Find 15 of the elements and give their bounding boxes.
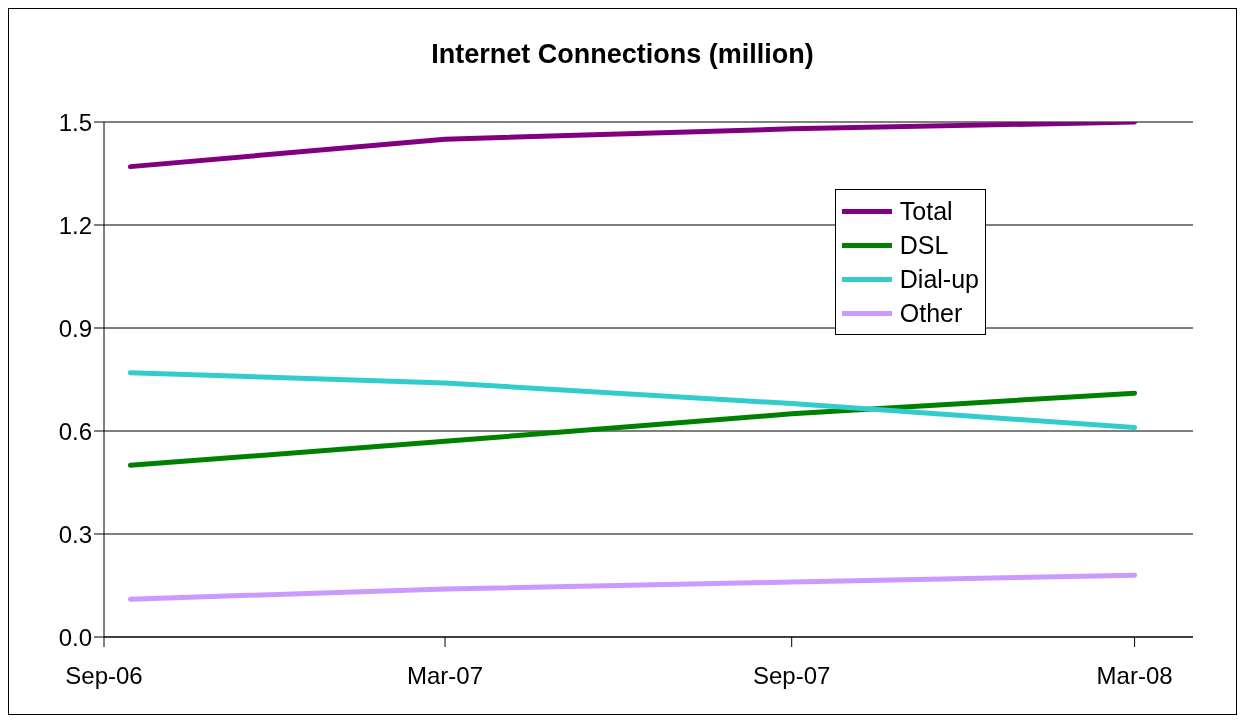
y-tick-label: 0.0 — [58, 623, 92, 651]
y-tick-label: 1.5 — [58, 108, 92, 136]
y-tick-label: 1.2 — [58, 211, 92, 239]
x-tick-label: Mar-07 — [407, 662, 484, 690]
x-tick-label: Mar-08 — [1096, 662, 1173, 690]
legend-label: DSL — [899, 230, 949, 261]
y-tick-label: 0.9 — [58, 314, 92, 342]
y-tick-label: 0.6 — [58, 417, 92, 445]
chart-title: Internet Connections (million) — [430, 39, 815, 70]
x-tick-label: Sep-07 — [752, 662, 831, 690]
x-tick-label: Sep-06 — [65, 662, 143, 690]
legend-label: Dial-up — [899, 264, 979, 295]
legend-label: Total — [899, 196, 953, 227]
y-tick-label: 0.3 — [58, 520, 92, 548]
legend-label: Other — [899, 298, 963, 329]
